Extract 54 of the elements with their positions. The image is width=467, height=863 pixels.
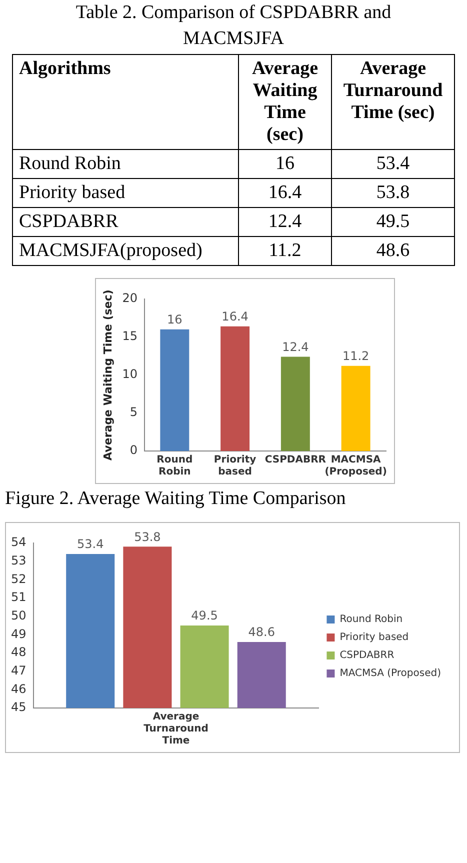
data-label: 11.2 (342, 349, 370, 364)
text: Average Turnaround Time (sec) (332, 54, 454, 150)
data-label: 12.4 (238, 208, 332, 236)
y-axis-title: Average Waiting Time (sec) (101, 290, 114, 460)
data-label: 48.6 (248, 625, 275, 640)
text: Algorithms (12, 54, 238, 150)
data-label: 16.4 (238, 178, 332, 208)
data-label: 11.2 (238, 236, 332, 266)
y-tick-label: 10 (122, 367, 138, 382)
y-tick-label: 5 (130, 405, 138, 420)
text: Table 2. Comparison of CSPDABRR and MACMSJFA (74, 1, 392, 51)
y-tick-label: 46 (10, 682, 26, 696)
caption: Figure 2. Average Waiting Time Comparison (5, 488, 347, 510)
y-tick-label: 51 (10, 590, 26, 604)
x-tick-label: MACMSA (Proposed) (324, 454, 387, 478)
data-label: 53.4 (332, 150, 454, 178)
y-tick-label: 0 (130, 443, 138, 458)
y-tick-label: 15 (122, 329, 138, 344)
x-tick-label: Round Robin (156, 454, 193, 478)
x-tick-label: Average Turnaround Time (144, 712, 208, 747)
legend-label: CSPDABRR (340, 650, 394, 662)
data-label: 49.5 (191, 608, 218, 623)
data-label: 16 (167, 312, 182, 327)
bar (280, 356, 310, 451)
y-tick-label: 45 (10, 700, 26, 714)
y-tick-label: 48 (10, 645, 26, 660)
bar (341, 366, 370, 451)
data-label: 12.4 (282, 340, 309, 354)
y-tick-label: 50 (10, 608, 26, 622)
y-tick-label: 54 (10, 535, 26, 550)
data-label: 48.6 (332, 236, 454, 266)
legend-label: MACMSA (Proposed) (340, 668, 442, 680)
y-tick-label: 53 (10, 553, 26, 568)
data-label: 49.5 (332, 208, 454, 236)
bar (160, 329, 190, 451)
text: Average Waiting Time (sec) (238, 54, 332, 150)
y-tick-label: 47 (10, 663, 26, 678)
data-label: 53.4 (76, 537, 104, 552)
data-label: 16 (238, 150, 332, 178)
data-label: 53.8 (332, 178, 454, 208)
x-tick-label: Priority based (214, 454, 257, 478)
category-label: Priority based (12, 178, 238, 208)
y-tick-label: 49 (10, 626, 26, 641)
category-label: Round Robin (12, 150, 238, 178)
data-label: 16.4 (222, 309, 248, 324)
x-tick-label: CSPDABRR (264, 454, 326, 466)
legend-label: Priority based (340, 632, 409, 644)
y-tick-label: 20 (122, 291, 138, 306)
data-label: 53.8 (134, 530, 161, 544)
legend-label: Round Robin (340, 614, 403, 626)
bar (220, 326, 250, 451)
y-tick-label: 52 (10, 572, 26, 586)
category-label: MACMSJFA(proposed) (12, 236, 238, 266)
category-label: CSPDABRR (12, 208, 238, 236)
